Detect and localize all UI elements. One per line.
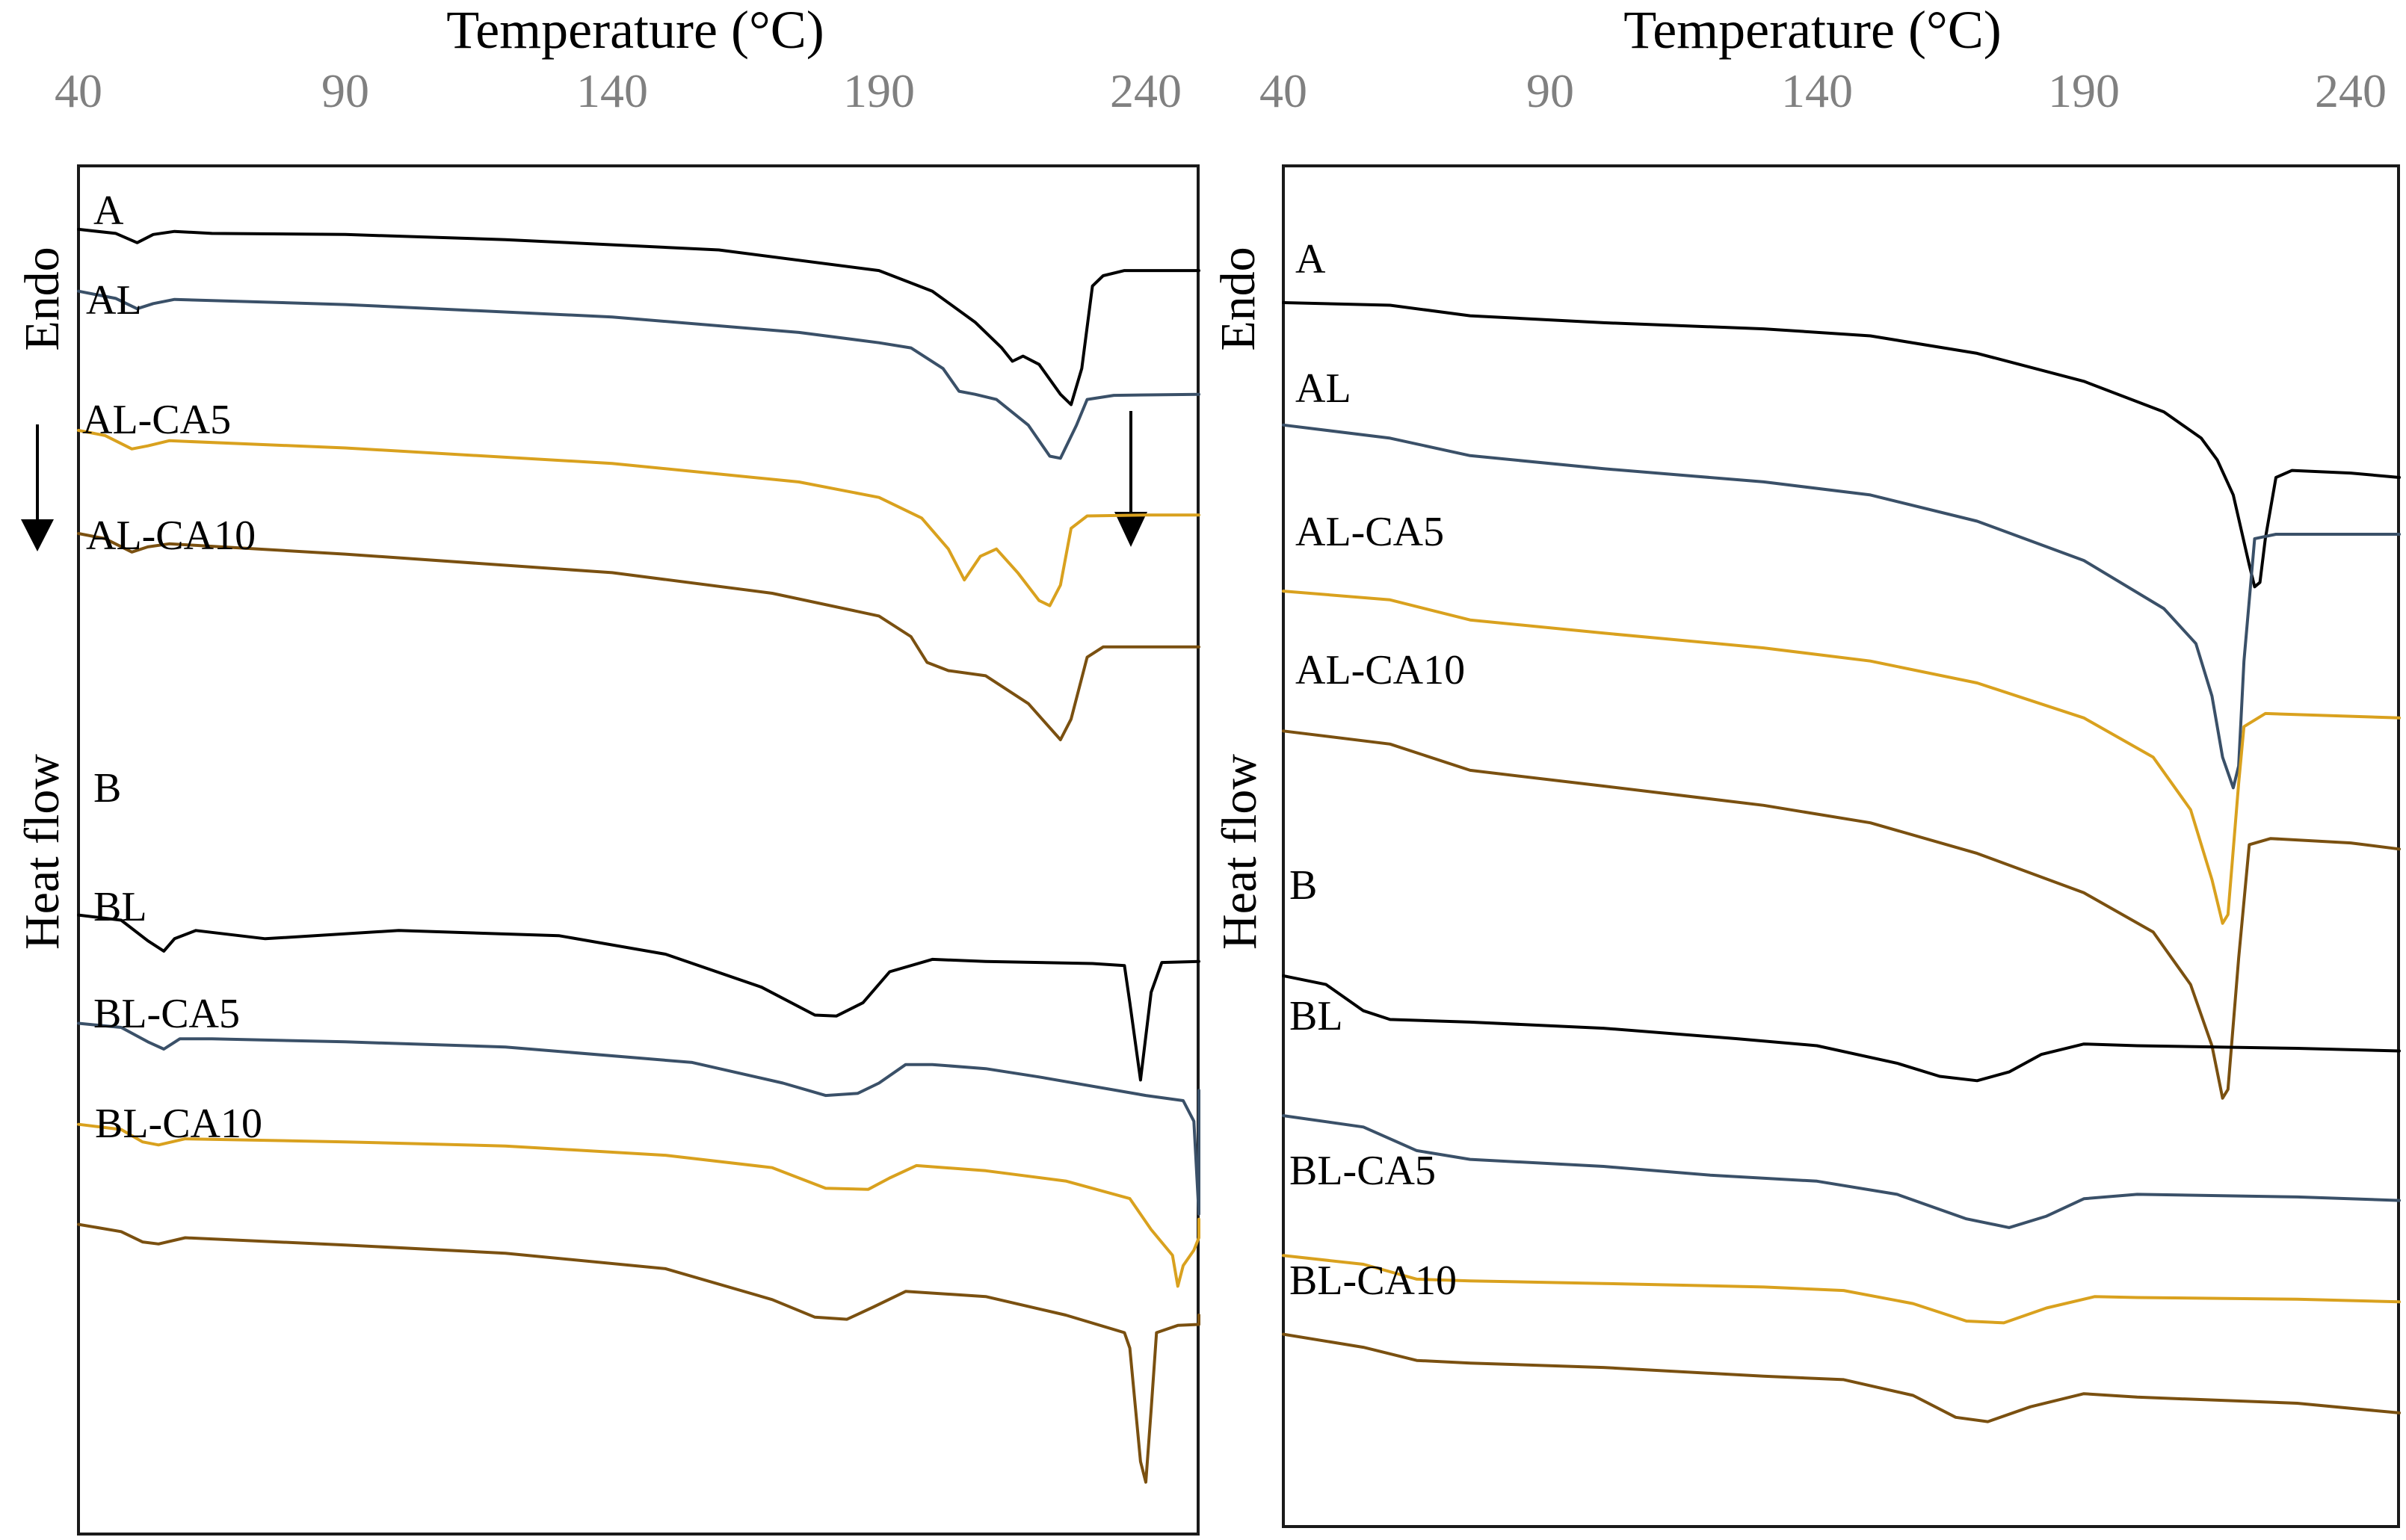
left-plot-frame	[77, 164, 1200, 1536]
right-curves	[1282, 301, 2401, 1423]
left-curve-label-bl-ca10: BL-CA10	[95, 1101, 262, 1147]
left-curve-label-al-ca5: AL-CA5	[82, 397, 231, 443]
right-x-tick-240: 240	[2315, 64, 2387, 117]
right-x-tick-140: 140	[1781, 64, 1853, 117]
left-curve-labels: A AL AL-CA5 AL-CA10 B BL BL-CA5 BL-CA10	[82, 188, 262, 1147]
left-curve-al-ca10	[77, 532, 1200, 741]
left-x-tick-190: 190	[843, 64, 915, 117]
right-y-label-endo: Endo	[1211, 247, 1265, 350]
left-curve-al	[77, 289, 1200, 460]
right-x-axis-title: Temperature (°C)	[1623, 0, 2002, 60]
left-x-tick-140: 140	[576, 64, 648, 117]
left-x-tick-40: 40	[55, 64, 102, 117]
right-curve-label-bl-ca5: BL-CA5	[1289, 1148, 1436, 1194]
left-x-ticks: 40 90 140 190 240	[55, 64, 1182, 117]
right-curve-labels: A AL AL-CA5 AL-CA10 B BL BL-CA5 BL-CA10	[1289, 236, 1465, 1304]
left-curve-label-a: A	[93, 188, 124, 234]
right-plot-frame	[1282, 164, 2400, 1528]
right-x-tick-190: 190	[2048, 64, 2120, 117]
right-curve-bl	[1282, 1114, 2401, 1229]
right-x-tick-90: 90	[1526, 64, 1574, 117]
right-curve-label-a: A	[1295, 236, 1326, 282]
left-endo-arrow-head	[21, 519, 54, 551]
left-curve-bl-ca10	[77, 1222, 1200, 1484]
right-x-tick-40: 40	[1259, 64, 1307, 117]
left-curve-label-al: AL	[86, 277, 142, 324]
right-curve-label-bl: BL	[1289, 993, 1343, 1039]
right-curve-a	[1282, 301, 2401, 589]
left-y-label-endo: Endo	[15, 247, 70, 350]
left-curves	[77, 227, 1200, 1484]
left-x-axis-title: Temperature (°C)	[446, 0, 824, 60]
left-curve-bl-ca5	[77, 1122, 1200, 1288]
right-curve-label-bl-ca10: BL-CA10	[1289, 1258, 1457, 1304]
left-x-tick-240: 240	[1110, 64, 1182, 117]
right-curve-al-ca10	[1282, 729, 2401, 1100]
right-curve-bl-ca5	[1282, 1254, 2401, 1325]
right-curve-bl-ca10	[1282, 1332, 2401, 1423]
left-curve-label-bl-ca5: BL-CA5	[93, 991, 240, 1037]
right-curve-al-ca5	[1282, 590, 2401, 925]
left-peak-arrow-head	[1114, 512, 1147, 547]
left-curve-a	[77, 227, 1200, 406]
left-peak-arrow	[1114, 411, 1147, 547]
left-curve-al-ca5	[77, 429, 1200, 607]
left-curve-bl	[77, 1021, 1200, 1216]
right-curve-label-al-ca10: AL-CA10	[1295, 647, 1465, 693]
right-curve-label-al: AL	[1295, 365, 1351, 412]
left-y-label-heat-flow: Heat flow	[15, 754, 70, 950]
right-y-label-heat-flow: Heat flow	[1212, 754, 1267, 950]
left-endo-arrow	[21, 424, 54, 551]
right-curve-al	[1282, 423, 2401, 790]
right-curve-label-al-ca5: AL-CA5	[1295, 509, 1444, 555]
left-panel: Temperature (°C) 40 90 140 190 240 Endo …	[15, 0, 1200, 1536]
right-curve-b	[1282, 974, 2401, 1083]
right-x-ticks: 40 90 140 190 240	[1259, 64, 2387, 117]
right-panel: Temperature (°C) 40 90 140 190 240 Endo …	[1211, 0, 2401, 1528]
right-curve-label-b: B	[1289, 862, 1317, 909]
left-curve-b	[77, 913, 1200, 1082]
left-curve-label-al-ca10: AL-CA10	[86, 513, 256, 559]
left-x-tick-90: 90	[321, 64, 369, 117]
left-curve-label-b: B	[93, 765, 121, 811]
left-curve-label-bl: BL	[93, 884, 147, 930]
